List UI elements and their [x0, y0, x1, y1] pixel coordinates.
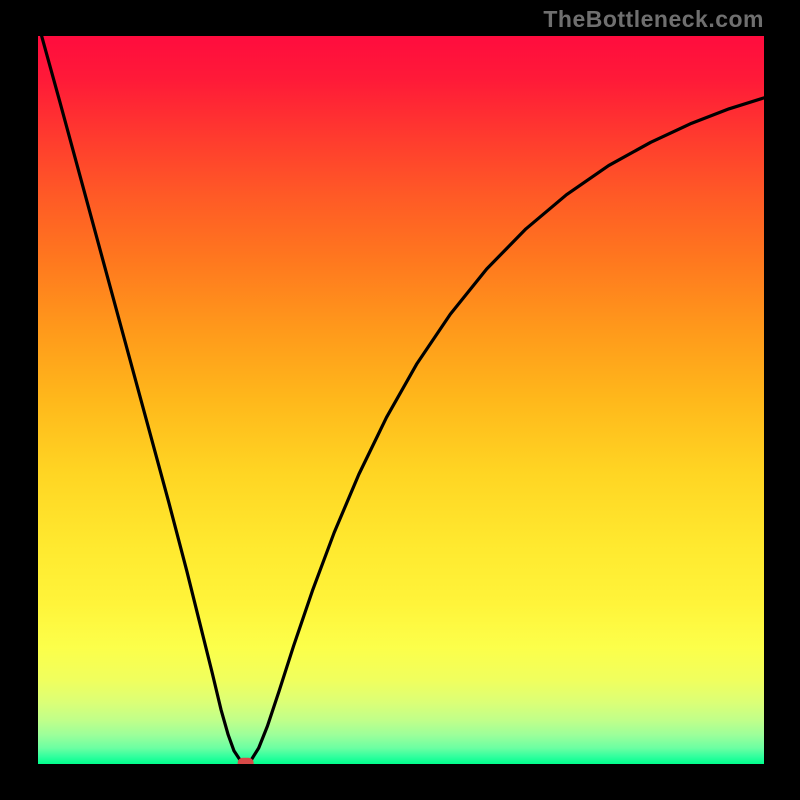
chart-svg [38, 36, 764, 764]
minimum-marker [238, 758, 254, 764]
gradient-background [38, 36, 764, 764]
watermark-label: TheBottleneck.com [543, 6, 764, 33]
plot-area [38, 36, 764, 764]
chart-container: TheBottleneck.com [0, 0, 800, 800]
